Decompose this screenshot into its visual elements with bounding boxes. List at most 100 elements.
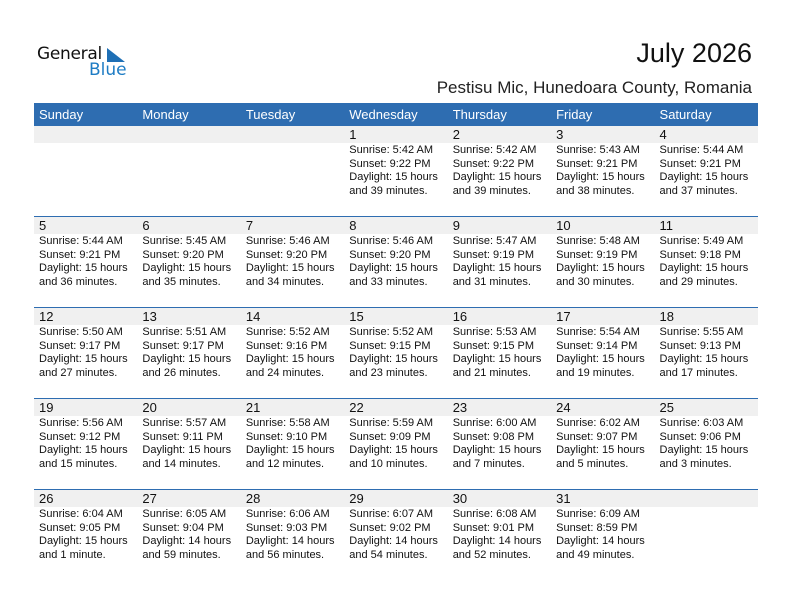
day-number: [137, 126, 240, 143]
sunrise: Sunrise: 5:54 AM: [556, 326, 640, 338]
daylight-minutes: and 39 minutes.: [349, 184, 428, 197]
day-number: [655, 490, 758, 507]
date-row: 19 20 21 22 23 24 25: [34, 399, 758, 416]
daylight: Daylight: 14 hours: [452, 535, 542, 547]
sunset: Sunset: 8:59 PM: [556, 521, 638, 534]
day-info: Sunrise: 5:52 AM Sunset: 9:16 PM Daylight:…: [241, 325, 344, 380]
day-number: 20: [142, 400, 157, 415]
sunrise: Sunrise: 6:05 AM: [142, 508, 227, 520]
day-info: Sunrise: 6:03 AM Sunset: 9:06 PM Daylight:…: [655, 416, 758, 471]
weekday-monday: Monday: [142, 107, 189, 122]
logo-general: General: [37, 44, 102, 64]
daylight: Daylight: 15 hours: [349, 171, 438, 183]
daylight: Daylight: 15 hours: [142, 262, 232, 274]
daylight: Daylight: 15 hours: [349, 444, 438, 456]
day-number: 15: [349, 309, 364, 324]
daylight-minutes: and 54 minutes.: [349, 548, 428, 561]
day-number: 28: [245, 491, 261, 506]
daylight: Daylight: 15 hours: [39, 262, 128, 274]
logo: General Blue: [37, 44, 127, 80]
day-info: Sunrise: 5:43 AM Sunset: 9:21 PM Daylight:…: [551, 143, 654, 198]
day-info: [34, 143, 137, 198]
sunrise: Sunrise: 6:06 AM: [245, 508, 330, 520]
daylight-minutes: and 37 minutes.: [659, 184, 738, 197]
day-info: Sunrise: 5:44 AM Sunset: 9:21 PM Daylight:…: [34, 234, 137, 289]
daylight-minutes: and 35 minutes.: [142, 275, 221, 288]
sunset: Sunset: 9:17 PM: [142, 339, 224, 352]
day-number: 17: [556, 309, 571, 324]
day-number: 30: [452, 491, 468, 506]
daylight: Daylight: 15 hours: [452, 444, 542, 456]
sunset: Sunset: 9:12 PM: [39, 430, 121, 443]
daylight-minutes: and 24 minutes.: [245, 366, 325, 379]
day-info: Sunrise: 5:56 AM Sunset: 9:12 PM Daylight:…: [34, 416, 137, 471]
sunset: Sunset: 9:20 PM: [349, 248, 431, 261]
sunrise: Sunrise: 5:56 AM: [39, 417, 123, 429]
day-number: 18: [659, 309, 674, 324]
day-number: 5: [39, 218, 47, 233]
day-info: [137, 143, 240, 198]
daylight: Daylight: 15 hours: [245, 262, 335, 274]
daylight-minutes: and 17 minutes.: [659, 366, 738, 379]
day-info: [241, 143, 344, 198]
sunset: Sunset: 9:01 PM: [452, 521, 535, 534]
sunrise: Sunrise: 6:08 AM: [452, 508, 537, 520]
daylight-minutes: and 34 minutes.: [245, 275, 325, 288]
sunset: Sunset: 9:09 PM: [349, 430, 431, 443]
day-info: Sunrise: 5:59 AM Sunset: 9:09 PM Daylight:…: [344, 416, 447, 471]
sunset: Sunset: 9:18 PM: [659, 248, 741, 261]
sunset: Sunset: 9:11 PM: [142, 430, 223, 443]
daylight: Daylight: 15 hours: [659, 444, 749, 456]
sunrise: Sunrise: 5:52 AM: [349, 326, 434, 338]
day-info: Sunrise: 6:06 AM Sunset: 9:03 PM Daylight:…: [241, 507, 344, 562]
daylight-minutes: and 39 minutes.: [452, 184, 531, 197]
day-number: 26: [39, 491, 54, 506]
day-number: [34, 126, 137, 143]
week-row: 1 2 3 4 Sunrise: 5:42 AM Sunset: 9:22 PM Dayli…: [34, 126, 758, 216]
sunrise: Sunrise: 5:49 AM: [659, 235, 744, 247]
location: Pestisu Mic, Hunedoara County, Romania: [436, 78, 752, 97]
daylight: Daylight: 15 hours: [349, 262, 438, 274]
sunrise: Sunrise: 5:47 AM: [452, 235, 537, 247]
sunset: Sunset: 9:22 PM: [452, 157, 535, 170]
sunrise: Sunrise: 6:02 AM: [556, 417, 640, 429]
daylight-minutes: and 7 minutes.: [452, 457, 525, 470]
day-number: 19: [39, 400, 54, 415]
daylight-minutes: and 56 minutes.: [245, 548, 325, 561]
sunrise: Sunrise: 5:43 AM: [556, 144, 640, 156]
info-row: Sunrise: 5:50 AM Sunset: 9:17 PM Daylight:…: [34, 325, 758, 380]
day-number: 23: [452, 400, 468, 415]
daylight: Daylight: 15 hours: [556, 444, 645, 456]
daylight-minutes: and 23 minutes.: [349, 366, 428, 379]
daylight-minutes: and 3 minutes.: [659, 457, 732, 470]
weekday-saturday: Saturday: [659, 107, 712, 122]
day-info: Sunrise: 5:57 AM Sunset: 9:11 PM Daylight:…: [137, 416, 240, 471]
logo-triangle-icon: [107, 48, 125, 62]
day-info: Sunrise: 5:54 AM Sunset: 9:14 PM Daylight:…: [551, 325, 654, 380]
day-number: 12: [39, 309, 54, 324]
daylight-minutes: and 31 minutes.: [452, 275, 531, 288]
daylight-minutes: and 21 minutes.: [452, 366, 531, 379]
day-number: 2: [452, 127, 460, 142]
logo-blue: Blue: [89, 60, 127, 80]
sunset: Sunset: 9:21 PM: [556, 157, 638, 170]
daylight-minutes: and 59 minutes.: [142, 548, 221, 561]
day-info: Sunrise: 6:00 AM Sunset: 9:08 PM Daylight:…: [448, 416, 551, 471]
day-info: Sunrise: 6:04 AM Sunset: 9:05 PM Daylight:…: [34, 507, 137, 562]
day-number: 31: [556, 491, 571, 506]
day-info: Sunrise: 5:53 AM Sunset: 9:15 PM Daylight:…: [448, 325, 551, 380]
week-row: 26 27 28 29 30 31 Sunrise: 6:04 AM Sunset: 9:05…: [34, 489, 758, 580]
date-row: 1 2 3 4: [34, 126, 758, 143]
daylight-minutes: and 52 minutes.: [452, 548, 531, 561]
day-info: Sunrise: 5:42 AM Sunset: 9:22 PM Daylight:…: [448, 143, 551, 198]
day-number: 24: [556, 400, 571, 415]
day-number: 22: [349, 400, 364, 415]
sunset: Sunset: 9:07 PM: [556, 430, 638, 443]
sunset: Sunset: 9:04 PM: [142, 521, 224, 534]
sunset: Sunset: 9:06 PM: [659, 430, 741, 443]
day-info: Sunrise: 5:48 AM Sunset: 9:19 PM Daylight:…: [551, 234, 654, 289]
day-number: 10: [556, 218, 571, 233]
day-info: Sunrise: 6:02 AM Sunset: 9:07 PM Daylight:…: [551, 416, 654, 471]
weekday-header: Sunday Monday Tuesday Wednesday Thursday Frid…: [34, 103, 758, 126]
day-number: 1: [349, 127, 357, 142]
